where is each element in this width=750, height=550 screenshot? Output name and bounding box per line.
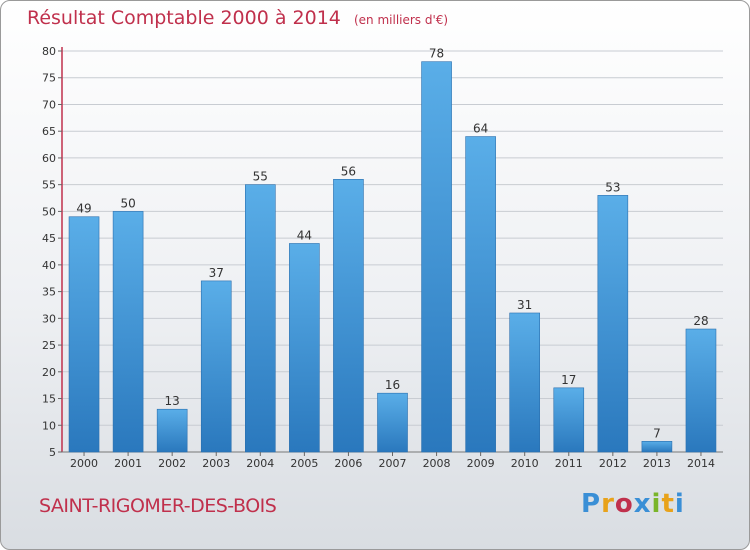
x-tick-label: 2012 (599, 457, 627, 470)
location-name: SAINT-RIGOMER-DES-BOIS (39, 495, 277, 517)
data-label-2000: 49 (76, 202, 91, 216)
bar-2008 (421, 61, 452, 453)
chart-title-block: Résultat Comptable 2000 à 2014 (en milli… (27, 7, 448, 29)
y-tick-label: 30 (42, 312, 56, 325)
y-tick-label: 80 (42, 45, 56, 58)
y-tick-label: 50 (42, 205, 56, 218)
x-tick-label: 2008 (423, 457, 451, 470)
y-tick-label: 15 (42, 393, 56, 406)
data-label-2013: 7 (653, 426, 661, 440)
data-label-2012: 53 (605, 180, 620, 194)
y-tick-label: 35 (42, 286, 56, 299)
x-axis-ticks: 2000 2001 2002 2003 2004 2005 2006 2007 2008 2009… (70, 452, 715, 470)
y-tick-label: 75 (42, 72, 56, 85)
data-label-2005: 44 (297, 228, 312, 242)
bar-2002 (156, 408, 188, 453)
y-tick-label: 65 (42, 125, 56, 138)
data-label-2004: 55 (253, 170, 268, 184)
x-tick-label: 2003 (202, 457, 230, 470)
data-label-2007: 16 (385, 378, 400, 392)
logo-letter: r (601, 489, 615, 519)
bar-2012 (597, 195, 629, 453)
y-tick-label: 5 (49, 446, 56, 459)
bar-2000 (68, 216, 100, 453)
x-tick-label: 2009 (467, 457, 495, 470)
y-tick-label: 20 (42, 366, 56, 379)
bar-2006 (333, 179, 364, 453)
data-label-2001: 50 (120, 196, 135, 210)
logo-letter: x (633, 489, 652, 519)
bar-2001 (112, 211, 144, 453)
chart-subtitle: (en milliers d'€) (353, 13, 449, 27)
bars (68, 61, 717, 453)
chart-title: Résultat Comptable 2000 à 2014 (27, 7, 341, 29)
y-axis-ticks: 5 10 15 20 25 30 35 40 45 50 55 60 65 70 75 80 (42, 45, 62, 459)
logo-letter: i (651, 489, 662, 519)
bar-2005 (289, 243, 320, 453)
proxiti-logo[interactable]: Proxiti (581, 489, 685, 519)
y-tick-label: 60 (42, 152, 56, 165)
x-tick-label: 2010 (511, 457, 539, 470)
data-label-2002: 13 (165, 394, 180, 408)
x-tick-label: 2002 (158, 457, 186, 470)
logo-letter: t (661, 489, 675, 519)
bar-2014 (685, 328, 717, 453)
data-label-2014: 28 (693, 314, 708, 328)
data-labels: 49 50 13 37 55 44 56 16 78 64 31 17 53 7 28 (76, 47, 708, 441)
x-tick-label: 2006 (334, 457, 362, 470)
x-tick-label: 2011 (555, 457, 583, 470)
data-label-2008: 78 (429, 47, 444, 61)
x-tick-label: 2007 (379, 457, 407, 470)
y-tick-label: 25 (42, 339, 56, 352)
logo-letter: i (674, 489, 685, 519)
logo-letter: P (581, 489, 602, 519)
data-label-2006: 56 (341, 164, 356, 178)
y-tick-label: 45 (42, 232, 56, 245)
x-tick-label: 2001 (114, 457, 142, 470)
x-tick-label: 2013 (643, 457, 671, 470)
y-tick-label: 10 (42, 419, 56, 432)
bar-2007 (377, 392, 408, 453)
bar-2003 (200, 280, 232, 453)
bar-2004 (245, 184, 276, 453)
data-label-2011: 17 (561, 373, 576, 387)
y-tick-label: 40 (42, 259, 56, 272)
data-label-2009: 64 (473, 122, 488, 136)
x-tick-label: 2014 (687, 457, 715, 470)
x-tick-label: 2004 (246, 457, 274, 470)
data-label-2010: 31 (517, 298, 532, 312)
bar-2009 (465, 136, 496, 453)
bar-2011 (553, 387, 585, 453)
y-tick-label: 55 (42, 179, 56, 192)
logo-letter: o (614, 489, 634, 519)
y-tick-label: 70 (42, 98, 56, 111)
x-tick-label: 2000 (70, 457, 98, 470)
x-tick-label: 2005 (290, 457, 318, 470)
bar-2010 (509, 312, 541, 453)
data-label-2003: 37 (209, 266, 224, 280)
bar-2013 (641, 441, 673, 453)
